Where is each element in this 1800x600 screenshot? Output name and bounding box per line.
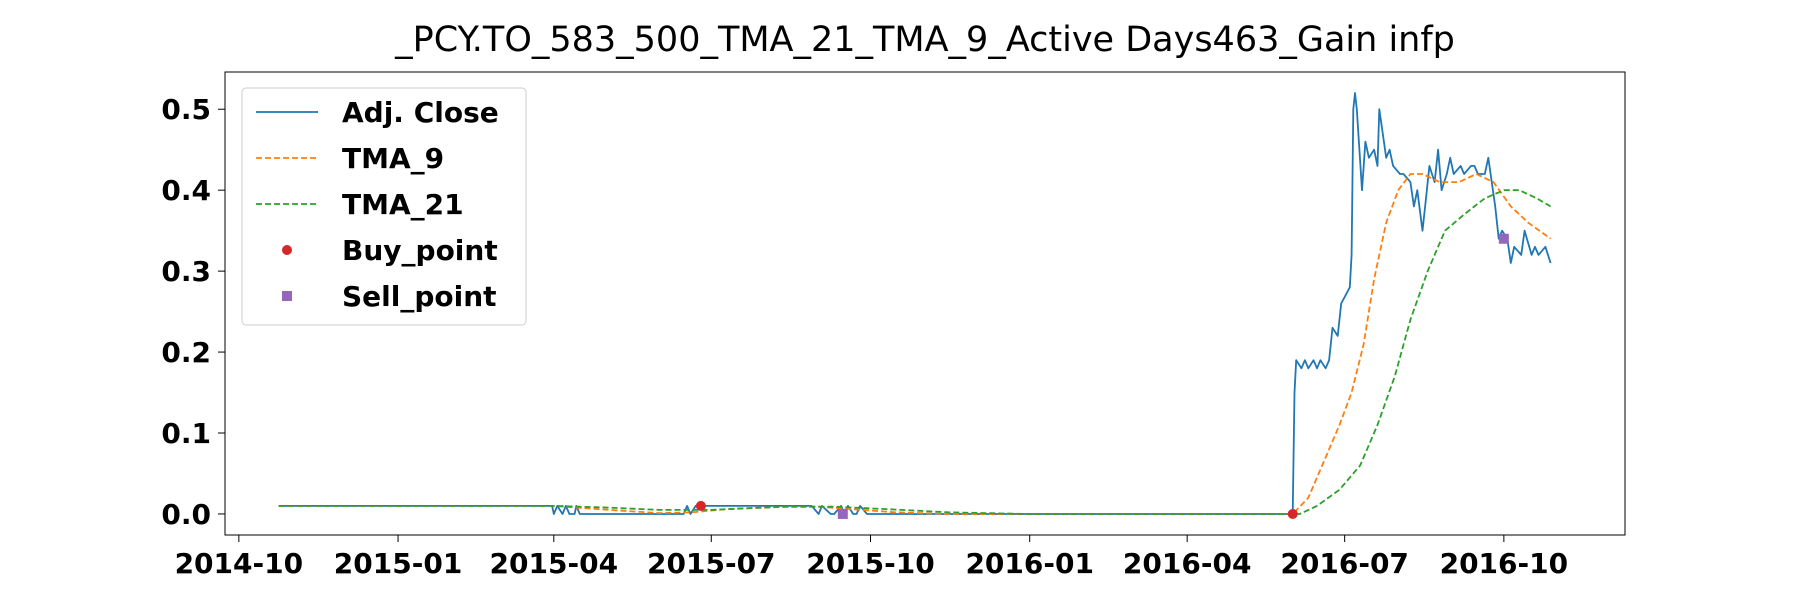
x-tick-label: 2016-01 xyxy=(965,547,1094,580)
x-tick-label: 2016-07 xyxy=(1280,547,1409,580)
sell-point-marker xyxy=(837,508,848,519)
axis-ticks: 2014-10 2015-01 2015-04 2015-07 2015-10 2016-… xyxy=(161,93,1568,580)
legend-box xyxy=(241,87,527,326)
legend-label: Buy_point xyxy=(342,234,498,267)
x-tick-label: 2016-10 xyxy=(1440,547,1569,580)
sell-point-marker xyxy=(1498,233,1509,244)
x-tick-label: 2015-10 xyxy=(806,547,935,580)
x-tick-label: 2016-04 xyxy=(1123,547,1252,580)
legend-label: TMA_9 xyxy=(342,142,444,175)
y-tick-label: 0.5 xyxy=(161,93,211,126)
x-tick-label: 2015-01 xyxy=(334,547,463,580)
y-tick-label: 0.2 xyxy=(161,336,211,369)
legend-label: Sell_point xyxy=(342,280,497,313)
buy-point-marker xyxy=(1287,508,1298,519)
x-tick-label: 2014-10 xyxy=(175,547,304,580)
y-tick-label: 0.3 xyxy=(161,255,211,288)
plot-frame xyxy=(224,71,1626,536)
legend: Adj. Close TMA_9 TMA_21 Buy_point Sell_point xyxy=(241,87,527,326)
legend-swatch xyxy=(282,291,292,301)
series-line-tma-9 xyxy=(278,173,1552,515)
legend-swatch xyxy=(282,245,292,255)
y-tick-label: 0.1 xyxy=(161,417,211,450)
buy-point-marker xyxy=(695,500,706,511)
legend-label: Adj. Close xyxy=(342,96,499,129)
series-markers xyxy=(695,233,1509,519)
series-lines xyxy=(278,92,1552,515)
series-line-tma-21 xyxy=(278,189,1552,515)
x-tick-label: 2015-04 xyxy=(490,547,619,580)
x-tick-label: 2015-07 xyxy=(647,547,776,580)
series-line-adj-close xyxy=(278,92,1552,515)
y-tick-label: 0.4 xyxy=(161,174,211,207)
legend-label: TMA_21 xyxy=(342,188,464,221)
chart-title: _PCY.TO_583_500_TMA_21_TMA_9_Active Days… xyxy=(394,20,1455,60)
y-tick-label: 0.0 xyxy=(161,498,211,531)
